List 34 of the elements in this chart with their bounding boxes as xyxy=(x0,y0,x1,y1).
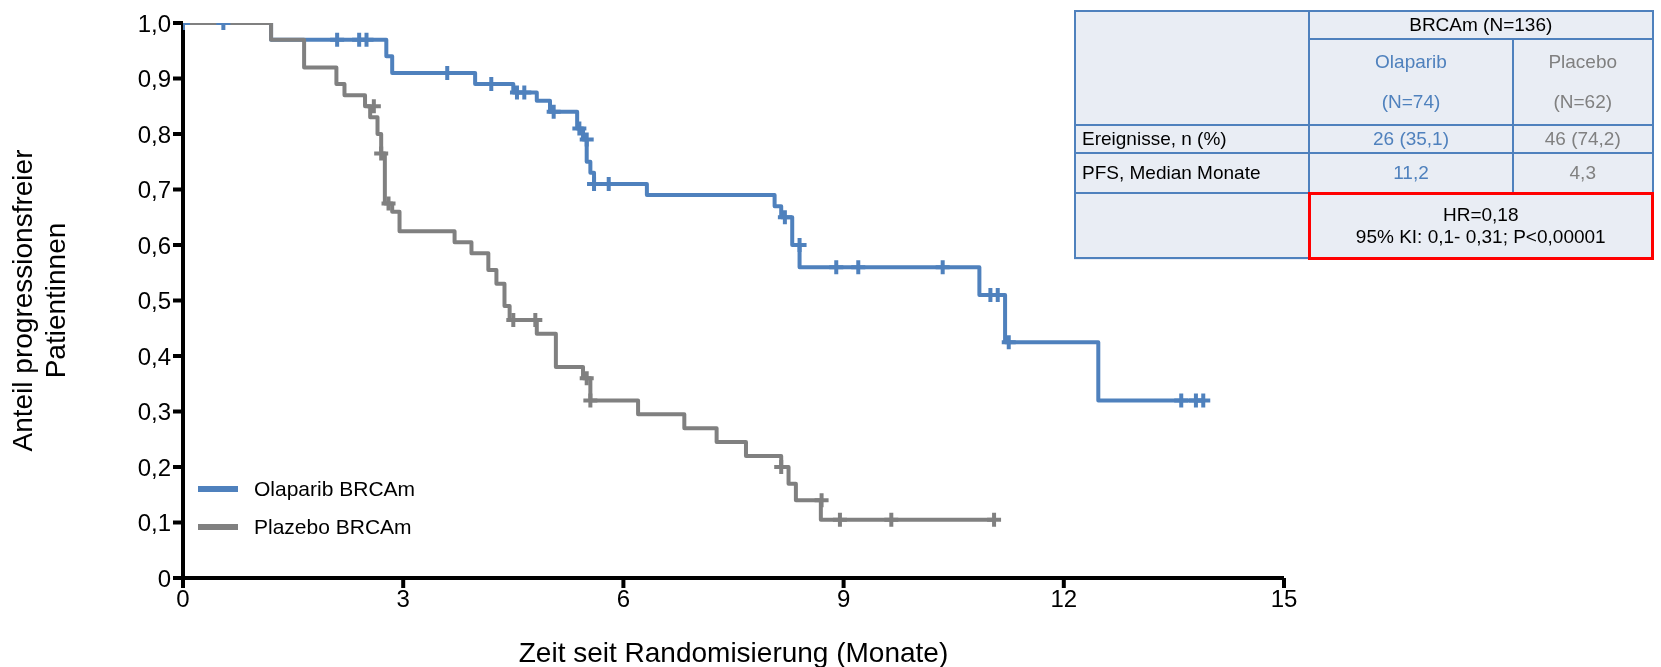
text: Placebo xyxy=(1548,51,1618,72)
x-tick-label: 12 xyxy=(1050,585,1078,613)
y-tick-label: 0,7 xyxy=(137,176,171,204)
text: 4,3 xyxy=(1513,153,1653,193)
x-tick-label: 15 xyxy=(1270,585,1298,613)
text: 26 (35,1) xyxy=(1309,125,1513,153)
text: 46 (74,2) xyxy=(1513,125,1653,153)
text: 95% KI: 0,1- 0,31; P<0,00001 xyxy=(1355,225,1606,247)
y-tick-label: 0,3 xyxy=(137,398,171,426)
annotation: Ereignisse, n (%) xyxy=(1075,125,1309,153)
y-tick-label: 1,0 xyxy=(137,9,171,37)
text: Olaparib xyxy=(1375,51,1447,72)
y-tick-label: 0,2 xyxy=(137,453,171,481)
annotation: PFS, Median Monate xyxy=(1075,153,1309,193)
legend-label: Olaparib BRCAm xyxy=(254,477,416,501)
legend-label: Plazebo BRCAm xyxy=(254,515,412,539)
x-axis-title: Zeit seit Randomisierung (Monate) xyxy=(518,637,949,667)
y-tick-label: 0,9 xyxy=(137,65,171,93)
text: (N=74) xyxy=(1381,91,1441,112)
y-tick-label: 0,8 xyxy=(137,120,171,148)
x-tick-label: 9 xyxy=(836,585,851,613)
x-tick-label: 3 xyxy=(396,585,410,613)
y-tick-label: 0,4 xyxy=(137,342,171,370)
y-tick-label: 0 xyxy=(157,564,171,592)
text: BRCAm (N=136) xyxy=(1309,11,1653,39)
text: 11,2 xyxy=(1309,153,1513,193)
y-tick-label: 0,1 xyxy=(137,509,171,537)
x-tick-label: 0 xyxy=(176,585,190,613)
x-tick-label: 6 xyxy=(616,585,631,613)
y-tick-label: 0,5 xyxy=(137,287,171,315)
text: HR=0,18 xyxy=(1442,203,1519,225)
text: (N=62) xyxy=(1553,91,1613,112)
y-axis-title: Anteil progressionsfreier Patientinnen xyxy=(7,149,71,452)
y-tick-label: 0,6 xyxy=(137,231,171,259)
